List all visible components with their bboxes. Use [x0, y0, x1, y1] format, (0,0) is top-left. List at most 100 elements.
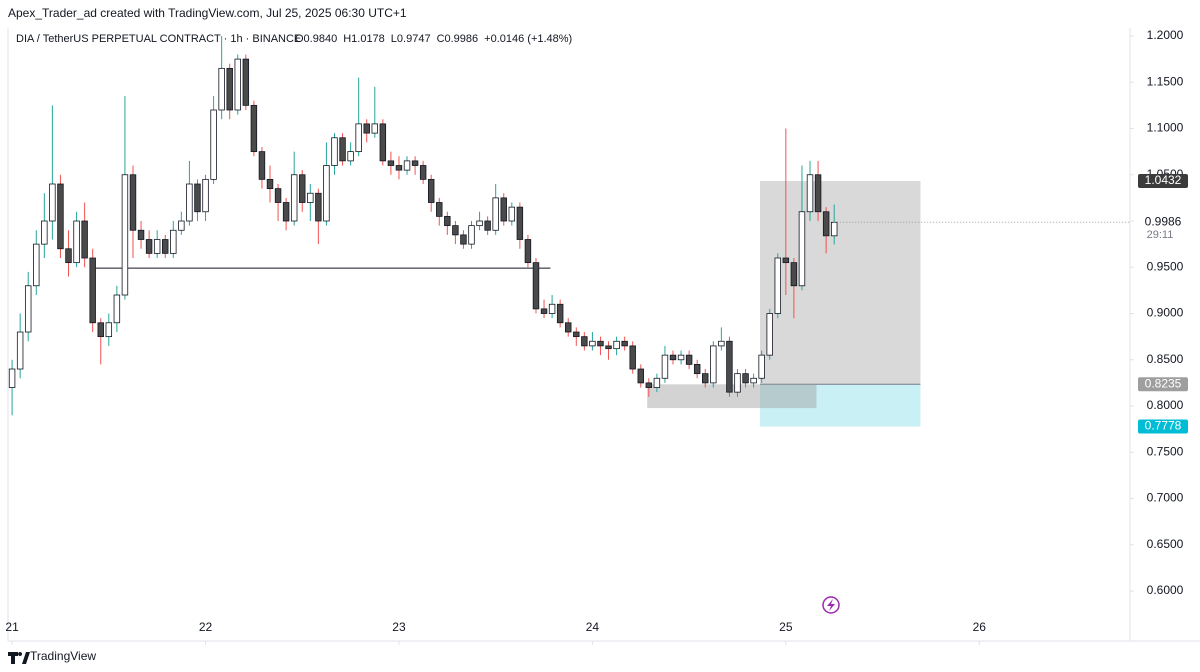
candle-body [702, 373, 709, 384]
candle-body [750, 377, 757, 384]
candle-body [24, 285, 32, 333]
candle-body [137, 229, 145, 240]
candle-body [339, 137, 346, 162]
candle-body [186, 183, 193, 222]
candle-body [307, 192, 314, 203]
price-label: 1.0432 [1145, 173, 1182, 187]
x-tick-label: 21 [5, 620, 19, 634]
credit: Apex_Trader_ad created with TradingView.… [8, 6, 407, 20]
price-label: 0.9986 [1145, 214, 1182, 228]
candle-body [548, 303, 556, 314]
countdown: 29:11 [1147, 229, 1174, 241]
candle-body [290, 174, 298, 222]
price-label: 0.7778 [1145, 419, 1182, 433]
candle-body [395, 165, 403, 171]
loss-zone [760, 384, 921, 427]
candle-body [153, 239, 161, 254]
candle-body [129, 174, 137, 231]
candle-body [516, 206, 524, 240]
candle-body [726, 340, 733, 393]
brand: TradingView [30, 649, 96, 663]
candle-body [81, 220, 88, 259]
candle-body [113, 294, 121, 324]
candle-body [242, 58, 250, 106]
candle-body [468, 225, 475, 245]
ohlc-label: H1.0178 [343, 33, 385, 45]
candle-body [669, 354, 677, 361]
price-label-bg [1138, 174, 1188, 189]
candle-body [178, 220, 185, 231]
candle-body [258, 151, 266, 180]
candle-body [121, 174, 129, 296]
candle-body [427, 178, 435, 203]
candle-body [250, 104, 258, 153]
candle-body [556, 303, 564, 324]
candle-body [379, 123, 387, 162]
candle-body [693, 363, 701, 375]
candle-body [677, 354, 685, 361]
y-tick-label: 0.7000 [1147, 491, 1184, 505]
y-tick-label: 0.6500 [1147, 537, 1184, 551]
candle-body [597, 340, 604, 347]
candle-body [718, 340, 725, 347]
candle-body [540, 308, 548, 314]
candle-body [629, 345, 636, 370]
candle-body [105, 322, 113, 338]
candle-body [33, 243, 40, 287]
candle-body [758, 354, 765, 379]
candle-body [371, 123, 379, 134]
candle-body [162, 239, 169, 254]
candle-body [621, 340, 628, 347]
candle-body [363, 123, 370, 134]
y-tick-label: 0.8500 [1147, 352, 1184, 366]
candle-body [234, 58, 241, 111]
lightning-icon [822, 596, 840, 614]
price-label: 0.8235 [1145, 376, 1182, 390]
candle-body [774, 257, 782, 314]
y-tick-label: 0.7500 [1147, 444, 1184, 458]
price-label-bg [1138, 419, 1188, 434]
x-tick-label: 23 [392, 620, 406, 634]
candle-body [49, 183, 56, 222]
candle-body [16, 331, 24, 370]
candle-body [65, 248, 72, 264]
y-tick-label: 0.9000 [1147, 306, 1184, 320]
candle-body [742, 373, 749, 384]
candle-body [524, 239, 532, 264]
candle-body [89, 257, 96, 324]
candle-body [661, 354, 669, 379]
candle-body [210, 109, 217, 180]
candle-body [97, 322, 104, 338]
candle-body [436, 202, 443, 217]
candle-body [41, 220, 48, 245]
candle-body [315, 192, 322, 222]
x-tick-label: 25 [779, 620, 793, 634]
y-tick-label: 1.1500 [1147, 74, 1184, 88]
symbol-title: DIA / TetherUS PERPETUAL CONTRACT · 1h ·… [16, 33, 301, 45]
candle-body [419, 165, 427, 180]
candle-body [444, 215, 451, 227]
demand-zone [647, 384, 817, 409]
change-label: +0.0146 (+1.48%) [484, 33, 572, 45]
candle-body [573, 331, 580, 338]
candle-body [484, 220, 491, 231]
candle-body [274, 188, 282, 203]
candle-body [653, 377, 661, 388]
candle-body [8, 368, 16, 388]
price-label-bg [1138, 215, 1188, 230]
candle-body [411, 160, 419, 166]
price-label-bg [1138, 377, 1188, 392]
candle-body [323, 165, 330, 222]
candle-body [798, 211, 806, 287]
candle-body [218, 67, 225, 111]
y-tick-label: 0.6000 [1147, 583, 1184, 597]
candle-body [73, 220, 80, 264]
candle-body [331, 137, 338, 166]
candle-body [57, 183, 64, 250]
candle-body [145, 239, 153, 254]
candle-body [830, 221, 838, 237]
candle-body [806, 174, 814, 213]
candle-body [565, 322, 572, 333]
candle-body [532, 262, 540, 310]
